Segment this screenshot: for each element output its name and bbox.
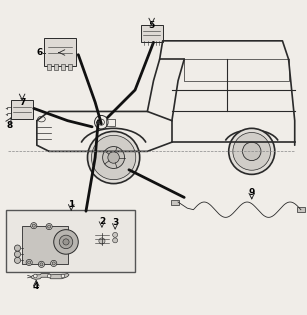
Circle shape <box>40 263 43 266</box>
FancyBboxPatch shape <box>6 210 135 272</box>
Circle shape <box>32 224 35 227</box>
Circle shape <box>113 232 118 237</box>
Circle shape <box>63 239 69 245</box>
Circle shape <box>103 146 125 169</box>
Circle shape <box>233 133 271 170</box>
Circle shape <box>14 251 21 257</box>
FancyBboxPatch shape <box>141 25 163 43</box>
Text: 4: 4 <box>33 282 39 291</box>
Circle shape <box>33 274 37 278</box>
Circle shape <box>59 235 73 249</box>
FancyBboxPatch shape <box>44 38 76 66</box>
Text: 1: 1 <box>68 200 74 209</box>
Circle shape <box>229 128 275 175</box>
Polygon shape <box>31 273 69 279</box>
FancyBboxPatch shape <box>54 64 58 70</box>
Circle shape <box>46 224 52 230</box>
Text: 5: 5 <box>149 21 155 30</box>
Circle shape <box>54 230 78 254</box>
FancyBboxPatch shape <box>68 64 72 70</box>
FancyBboxPatch shape <box>47 64 51 70</box>
Circle shape <box>14 257 21 263</box>
Circle shape <box>243 142 261 161</box>
Circle shape <box>108 152 119 163</box>
Circle shape <box>28 261 31 264</box>
Circle shape <box>48 225 51 228</box>
Circle shape <box>38 261 45 267</box>
Circle shape <box>31 223 37 229</box>
FancyBboxPatch shape <box>297 207 305 212</box>
FancyBboxPatch shape <box>11 100 33 119</box>
Text: 2: 2 <box>99 217 105 226</box>
Circle shape <box>47 274 51 278</box>
Circle shape <box>26 260 32 266</box>
Circle shape <box>99 238 105 244</box>
Text: 7: 7 <box>19 98 25 107</box>
FancyBboxPatch shape <box>61 64 65 70</box>
Text: 8: 8 <box>7 121 13 130</box>
Circle shape <box>51 260 57 266</box>
Circle shape <box>61 274 65 278</box>
Text: 6: 6 <box>36 48 42 57</box>
Circle shape <box>87 131 140 184</box>
Circle shape <box>113 238 118 243</box>
FancyBboxPatch shape <box>171 200 179 205</box>
Text: 3: 3 <box>112 219 118 227</box>
Text: 9: 9 <box>249 188 255 198</box>
Circle shape <box>91 135 136 180</box>
Circle shape <box>52 262 55 265</box>
Circle shape <box>14 245 21 251</box>
FancyBboxPatch shape <box>22 226 68 264</box>
